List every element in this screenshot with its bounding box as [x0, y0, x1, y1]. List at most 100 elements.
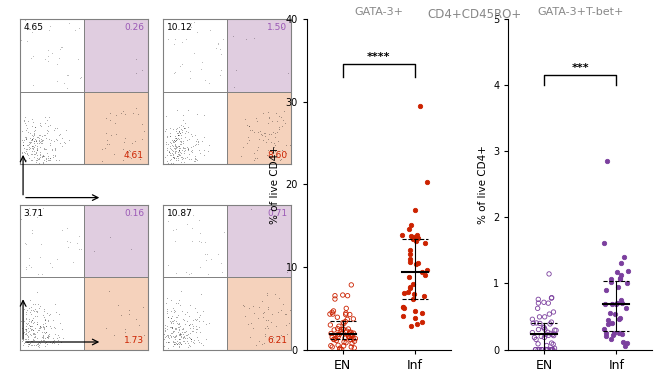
Point: [43, 47, 54, 53]
Point: [63, 72, 74, 78]
Point: [21, 328, 32, 334]
Point: [275, 114, 286, 120]
Point: [192, 136, 203, 142]
Point: [137, 67, 148, 73]
Point: [174, 327, 185, 333]
Point: [53, 55, 64, 61]
Point: [166, 324, 177, 330]
Point: [170, 142, 181, 149]
Point: [173, 147, 184, 153]
Point: [160, 139, 171, 146]
Point: [167, 137, 177, 143]
Point: [202, 251, 212, 257]
Point: [192, 157, 202, 163]
Point: [170, 36, 181, 42]
Point: [34, 154, 45, 160]
Point: [168, 309, 179, 315]
Point: [244, 137, 254, 143]
Point: [54, 320, 65, 326]
Point: [18, 142, 28, 148]
Point: [111, 112, 122, 118]
Point: [542, 342, 552, 348]
Point: [170, 144, 181, 150]
Point: [182, 309, 192, 315]
Point: [175, 130, 186, 136]
Point: [273, 124, 284, 130]
Point: [341, 310, 351, 316]
Point: [348, 336, 358, 342]
Point: [27, 116, 38, 122]
Point: [612, 300, 622, 306]
Point: [161, 147, 172, 154]
Point: [28, 143, 38, 149]
Point: [275, 307, 286, 313]
Point: [252, 144, 263, 150]
Point: [165, 318, 175, 324]
Point: [26, 328, 36, 334]
Point: [27, 143, 38, 149]
Point: [272, 129, 283, 135]
Point: [181, 269, 191, 275]
Point: [194, 147, 204, 153]
Point: [333, 323, 344, 329]
Point: [33, 301, 43, 307]
Point: [533, 347, 544, 353]
Point: [20, 336, 30, 342]
Point: [167, 160, 178, 166]
Point: [188, 143, 198, 149]
Point: [274, 295, 285, 301]
Point: [332, 314, 343, 320]
Point: [162, 314, 173, 320]
Point: [28, 330, 38, 336]
Point: [40, 155, 51, 162]
Point: [254, 338, 264, 344]
Point: [245, 206, 256, 212]
Point: [262, 323, 272, 329]
Point: [186, 147, 197, 153]
Point: [171, 135, 181, 141]
Point: [168, 154, 179, 160]
Point: [39, 329, 49, 335]
Point: [616, 260, 626, 266]
Point: [194, 325, 205, 331]
Point: [275, 332, 286, 338]
Point: [186, 131, 196, 137]
Point: [42, 117, 52, 124]
Point: [186, 144, 196, 150]
Point: [28, 315, 38, 321]
Point: [180, 130, 190, 136]
Point: [413, 235, 423, 241]
Point: [47, 146, 57, 152]
Point: [272, 309, 283, 315]
Point: [28, 135, 38, 141]
Point: [164, 149, 175, 155]
Point: [174, 129, 185, 135]
Point: [179, 158, 189, 165]
Y-axis label: % of live CD4+: % of live CD4+: [478, 145, 488, 224]
Point: [184, 271, 194, 277]
Point: [341, 340, 351, 346]
Point: [262, 290, 272, 296]
Point: [101, 130, 111, 136]
Point: [249, 155, 260, 161]
Point: [36, 153, 47, 159]
Point: [26, 323, 36, 329]
Point: [184, 156, 194, 162]
Point: [186, 336, 196, 342]
Point: [24, 318, 34, 324]
Point: [42, 150, 53, 157]
Point: [169, 137, 179, 143]
Point: [546, 319, 557, 325]
Y-axis label: % of live CD4+: % of live CD4+: [270, 145, 280, 224]
Point: [160, 333, 171, 339]
Point: [616, 297, 626, 303]
Point: [64, 20, 74, 26]
Point: [184, 150, 194, 157]
Point: [163, 339, 173, 345]
Point: [45, 22, 55, 28]
Bar: [227, 92, 291, 164]
Point: [172, 312, 183, 318]
Point: [541, 347, 552, 353]
Point: [609, 330, 619, 336]
Point: [205, 27, 215, 33]
